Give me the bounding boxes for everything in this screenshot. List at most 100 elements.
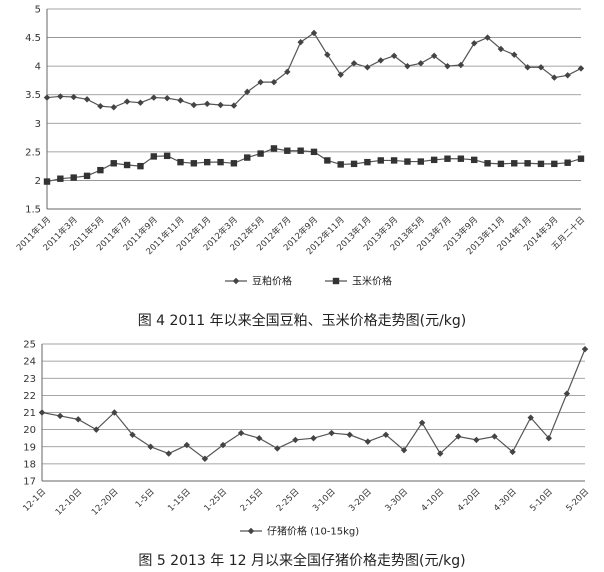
chart-1-series-1-point [177, 158, 184, 166]
chart-1-series-0-point [190, 101, 198, 109]
chart-1-series-1-point [57, 175, 64, 182]
chart-1-y-tick-label: 2 [35, 176, 41, 187]
chart-1-series-0-point [83, 96, 91, 103]
chart-1-series-0-point [217, 101, 224, 109]
chart-1-series-1-point [457, 155, 465, 162]
chart-2-x-tick-label: 1-5日 [134, 487, 157, 510]
chart-1-series-0-point [204, 100, 211, 108]
chart-1-series-1-point [310, 148, 318, 156]
chart-1-y-tick-label: 3 [35, 119, 41, 130]
chart-1-series-0-point [430, 52, 438, 60]
chart-2-series-0-point [563, 390, 571, 397]
chart-2-caption: 图 5 2013 年 12 月以来全国仔猪价格走势图(元/kg) [138, 553, 466, 569]
chart-1-series-0-point [417, 60, 424, 67]
chart-2-x-tick-label: 4-20日 [456, 487, 483, 514]
chart-2-legend-label-0: 仔猪价格 (10-15kg) [267, 525, 359, 538]
chart-1-series-1-point [190, 160, 198, 167]
chart-1-series-1-point [123, 161, 131, 169]
chart-2-x-tick-label: 4-10日 [420, 487, 447, 514]
chart-1-series-0-point [70, 93, 77, 101]
chart-2-series-0-point [545, 434, 552, 442]
chart-1-series-0-point [270, 78, 278, 86]
chart-1-series-0-point [297, 38, 304, 46]
chart-1-series-0-point [244, 88, 251, 96]
chart-2-y-tick-label: 22 [23, 391, 36, 402]
chart-1: 1.522.533.544.552011年1月2011年3月2011年5月201… [14, 5, 587, 288]
chart-1-series-1-point [524, 160, 531, 167]
chart-2-series-0-point [237, 429, 245, 437]
chart-1-series-1-point [110, 160, 117, 167]
chart-1-series-0-point [444, 62, 451, 70]
chart-1-series-0-point [564, 72, 571, 79]
chart-2-x-tick-label: 5-20日 [564, 487, 591, 514]
chart-1-series-0-point [110, 104, 117, 111]
chart-2-series-0-point [165, 450, 172, 457]
chart-1-series-1-point [217, 158, 224, 166]
chart-2-series-0-point [183, 441, 190, 449]
chart-2-series-0-point [75, 416, 82, 423]
chart-1-series-1-point [484, 160, 491, 167]
chart-1-legend-marker-0 [232, 277, 240, 285]
chart-1-series-1-point [270, 145, 278, 152]
chart-1-series-0-point [97, 102, 104, 110]
chart-2-series-0-point [346, 431, 353, 438]
chart-1-series-0-point [524, 64, 531, 71]
chart-2-x-tick-label: 1-25日 [202, 487, 229, 514]
chart-2-series-0-point [509, 448, 516, 456]
chart-1-series-1-point [511, 160, 518, 167]
chart-2-legend-marker-0 [247, 527, 255, 535]
chart-1-series-1-point [284, 147, 291, 154]
chart-2-x-tick-label: 4-30日 [492, 487, 519, 514]
chart-2-series-0-point [455, 433, 462, 440]
chart-1-series-1-point [471, 156, 478, 164]
chart-2-x-tick-label: 3-30日 [383, 487, 410, 514]
chart-1-series-1-point [337, 161, 344, 168]
chart-1-series-0-point [43, 94, 51, 101]
chart-1-series-0-point [150, 94, 157, 101]
chart-1-legend-marker-1 [332, 277, 340, 285]
chart-1-series-0-point [497, 45, 505, 53]
chart-2-y-tick-label: 25 [23, 340, 36, 351]
chart-1-y-tick-label: 2.5 [25, 147, 41, 158]
chart-1-legend-label-1: 玉米价格 [352, 275, 392, 288]
chart-1-y-tick-label: 4.5 [25, 33, 41, 44]
chart-2-series-0-point [581, 345, 589, 353]
chart-2-series-0-point [473, 436, 480, 444]
chart-1-series-1-point [163, 152, 171, 160]
chart-2-series-0-point [219, 441, 227, 449]
chart-2-x-tick-label: 3-20日 [347, 487, 374, 514]
chart-1-series-0-point [230, 102, 238, 109]
chart-2-series-0-point [400, 446, 408, 454]
chart-1-series-1-point [297, 147, 304, 154]
chart-2-series-0-point [310, 434, 317, 442]
chart-2-x-tick-label: 5-10日 [528, 487, 555, 514]
chart-1-series-1-point [324, 157, 331, 164]
chart-2-x-tick-label: 12-20日 [90, 487, 121, 518]
chart-2-x-tick-label: 3-10日 [311, 487, 338, 514]
chart-1-caption: 图 4 2011 年以来全国豆粕、玉米价格走势图(元/kg) [137, 313, 467, 329]
chart-2-series-0-point [292, 436, 299, 444]
chart-1-series-1-point [551, 160, 558, 168]
chart-1-series-0-point [337, 71, 344, 78]
chart-1-series-0-point [57, 93, 64, 100]
chart-2-x-tick-label: 12-1日 [21, 487, 48, 514]
chart-1-series-1-point [43, 178, 51, 185]
chart-1-series-0-point [377, 57, 384, 64]
chart-1-series-0-point [484, 34, 491, 41]
chart-1-legend-label-0: 豆粕价格 [252, 275, 292, 288]
chart-2-series-0-point [129, 431, 136, 438]
chart-1-series-0-point [404, 62, 411, 70]
chart-1-series-0-point [257, 78, 264, 86]
chart-1-series-1-point [257, 150, 264, 157]
chart-2-series-0-point [147, 443, 154, 450]
chart-1-series-1-point [364, 158, 371, 166]
chart-2-x-tick-label: 12-10日 [54, 487, 85, 518]
chart-1-series-1-point [390, 157, 398, 164]
chart-2-series-0-point [56, 412, 64, 420]
chart-2-y-tick-label: 21 [23, 408, 36, 419]
chart-1-series-0-point [511, 51, 518, 58]
chart-1-series-1-point [83, 172, 91, 180]
chart-2-y-tick-label: 23 [23, 374, 36, 385]
chart-1-series-0-point [350, 60, 358, 67]
